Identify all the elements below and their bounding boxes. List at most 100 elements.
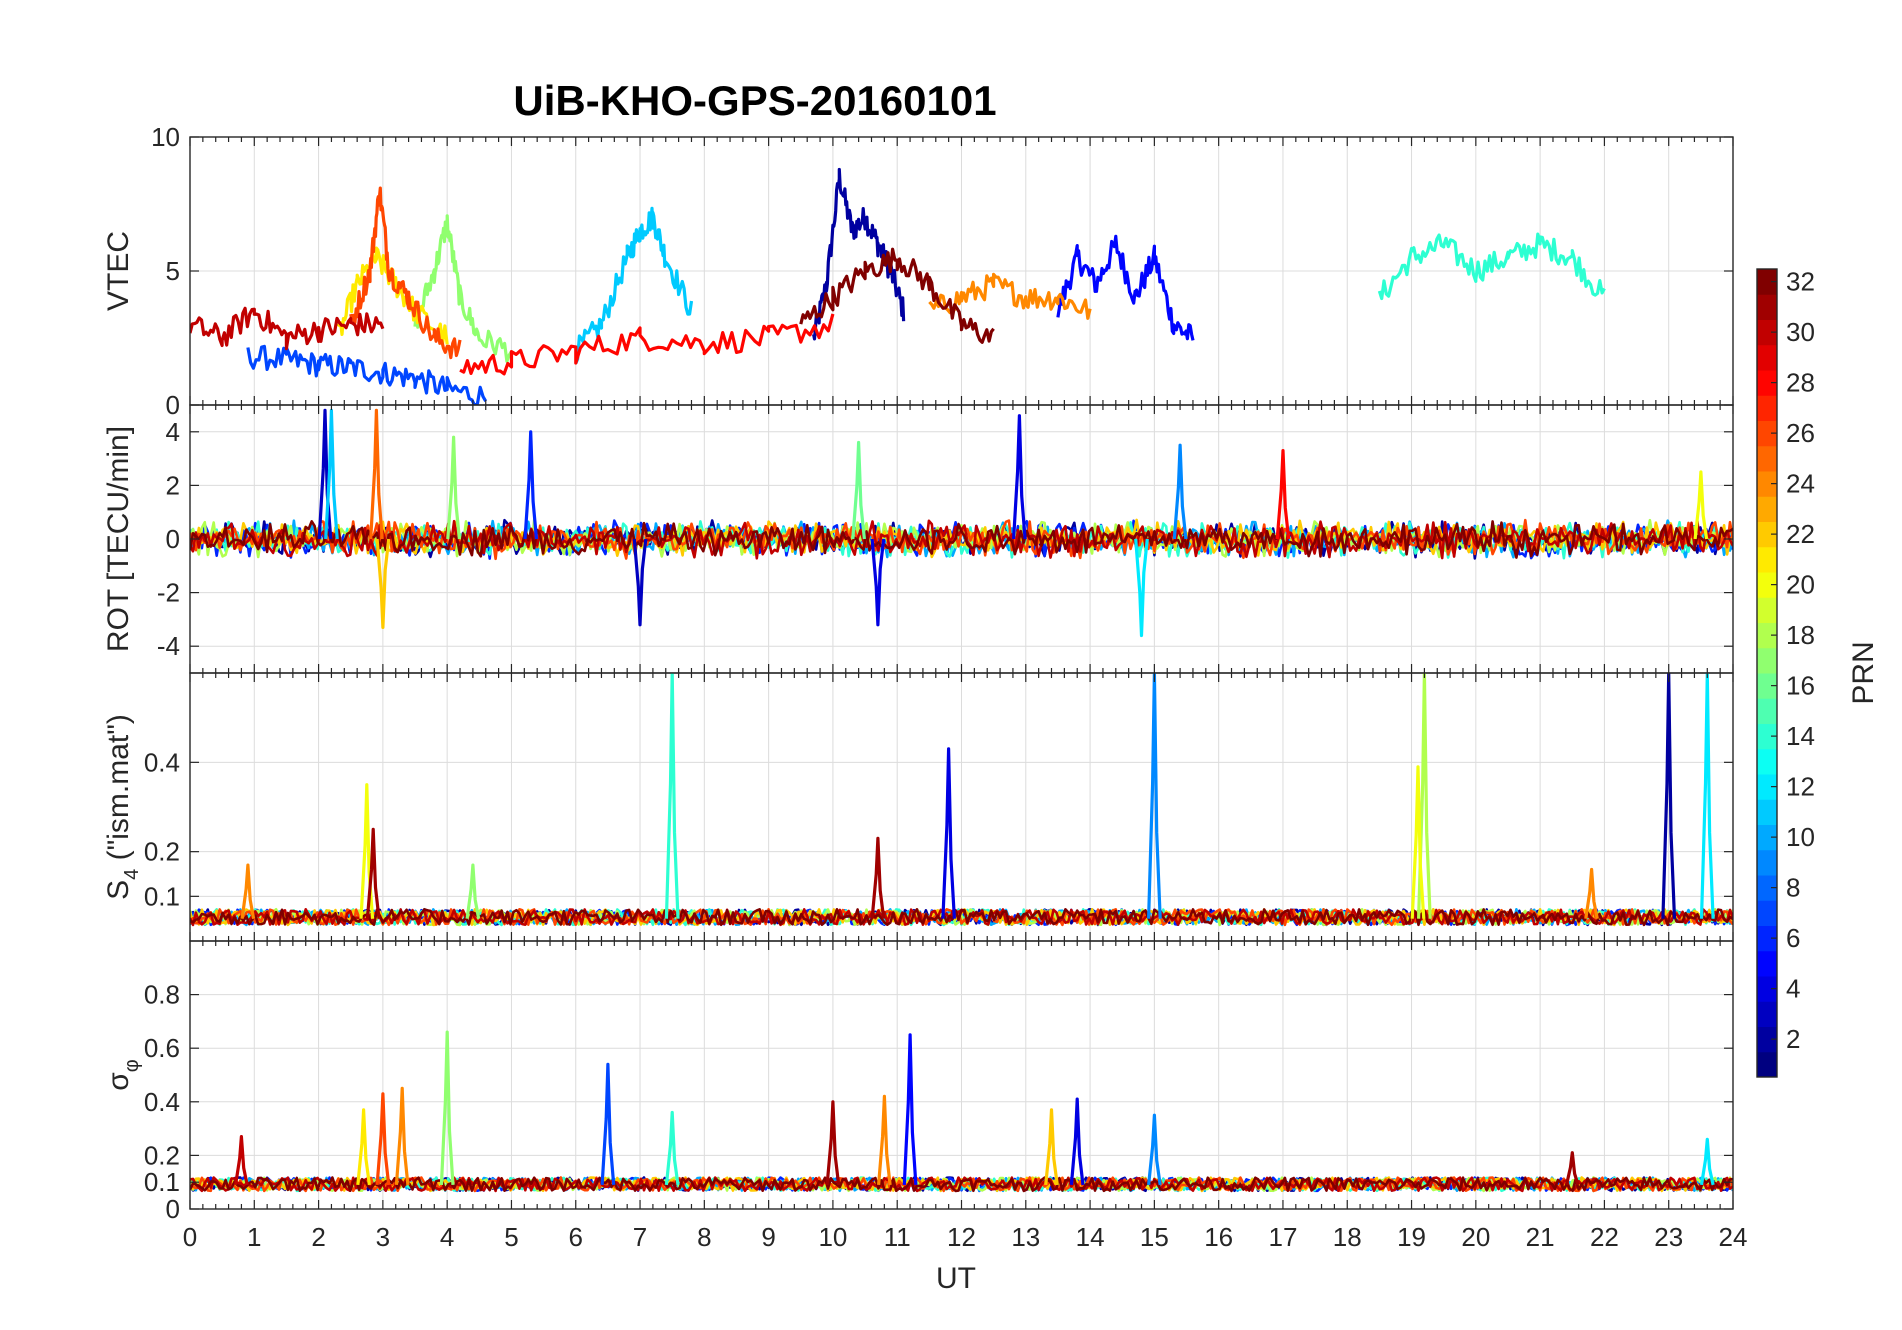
colorbar-swatch-prn-1: [1757, 1051, 1777, 1078]
y-axis-label-sigma_phi: σφ: [102, 1059, 143, 1091]
colorbar-swatch-prn-23: [1757, 496, 1777, 522]
colorbar-swatch-prn-32: [1757, 269, 1777, 295]
x-tick-label: 23: [1654, 1222, 1683, 1252]
colorbar-swatch-prn-14: [1757, 723, 1777, 750]
spike-prn-17: [439, 1030, 455, 1186]
spike-prn-2: [1661, 673, 1677, 919]
x-tick-label: 7: [633, 1222, 647, 1252]
x-tick-label: 18: [1333, 1222, 1362, 1252]
x-tick-label: 3: [376, 1222, 390, 1252]
series-line-prn-26: [349, 186, 462, 360]
spike-prn-21: [356, 1108, 371, 1186]
spike-prn-31: [870, 836, 886, 919]
ticks-s4: 0.1 0.2 0.4: [144, 673, 1734, 941]
x-tick-label: 8: [697, 1222, 711, 1252]
colorbar-tick-label: 4: [1786, 974, 1800, 1004]
x-tick-label: 15: [1140, 1222, 1169, 1252]
colorbar-swatch-prn-18: [1757, 622, 1777, 649]
spike-prn-20: [1693, 470, 1709, 540]
spike-prn-24: [240, 863, 256, 919]
x-tick-label: 2: [311, 1222, 325, 1252]
y-tick-label: -2: [157, 578, 180, 608]
spike-prn-4: [1012, 414, 1027, 540]
x-tick-label: 11: [884, 1222, 911, 1252]
colorbar-swatch-prn-13: [1757, 748, 1777, 775]
spike-prn-26: [375, 1092, 391, 1186]
y-tick-label: 0.4: [144, 1087, 180, 1117]
colorbar-tick-label: 10: [1786, 822, 1815, 852]
colorbar-swatch-prn-7: [1757, 900, 1777, 926]
spike-prn-24: [877, 1094, 892, 1186]
series-line-prn-21: [336, 246, 449, 346]
colorbar-swatch-prn-17: [1757, 647, 1777, 674]
y-tick-label: 5: [166, 256, 180, 286]
series-line-prn-7: [246, 344, 488, 405]
x-tick-label: 12: [947, 1222, 976, 1252]
y-tick-label: 0: [166, 1194, 180, 1224]
x-tick-label: 14: [1076, 1222, 1105, 1252]
x-tick-label: 24: [1719, 1222, 1748, 1252]
colorbar-label: PRN: [1847, 641, 1880, 704]
ticks-vtec: 0 5 10: [151, 122, 1734, 420]
data-vtec: [190, 167, 1606, 405]
spike-prn-28: [1275, 449, 1291, 540]
spike-prn-3: [632, 538, 648, 627]
colorbar-tick-label: 24: [1786, 469, 1815, 499]
noise-line-prn-32: [190, 908, 1733, 927]
colorbar-swatch-prn-3: [1757, 1001, 1777, 1027]
colorbar-swatch-prn-22: [1757, 521, 1777, 548]
colorbar-swatch-prn-12: [1757, 774, 1777, 800]
colorbar-swatch-prn-4: [1757, 976, 1777, 1002]
y-tick-label: 0.1: [144, 881, 180, 911]
spike-prn-25: [369, 408, 384, 540]
colorbar-swatch-prn-30: [1757, 319, 1777, 346]
x-tick-label: 5: [504, 1222, 518, 1252]
ticks-sigma_phi: 00.10.20.40.60.80 1 2 3 4 5 6 7 8 9 10 11 12 13 14 15 16…: [144, 941, 1748, 1252]
y-tick-label: 0.2: [144, 837, 180, 867]
x-tick-label: 4: [440, 1222, 454, 1252]
colorbar-swatch-prn-16: [1757, 673, 1777, 699]
y-tick-label: 0.6: [144, 1033, 180, 1063]
x-tick-label: 9: [761, 1222, 775, 1252]
spike-prn-11: [324, 408, 339, 540]
grid-s4: [189, 673, 1734, 941]
panel-s4: 0.1 0.2 0.4S4 ("ism.mat"): [102, 672, 1734, 942]
colorbar-swatch-prn-9: [1757, 849, 1777, 876]
series-line-prn-28: [459, 313, 835, 376]
colorbar-swatch-prn-2: [1757, 1026, 1777, 1053]
x-tick-label: 6: [569, 1222, 583, 1252]
colorbar-tick-label: 22: [1786, 519, 1815, 549]
colorbar-tick-label: 20: [1786, 570, 1815, 600]
spike-prn-17: [446, 435, 461, 540]
colorbar-swatch-prn-29: [1757, 344, 1777, 371]
spike-prn-22: [1044, 1108, 1059, 1186]
series-line-prn-32: [799, 247, 995, 344]
spike-prn-24: [1584, 867, 1599, 920]
spike-prn-17: [465, 863, 481, 919]
spike-prn-14: [664, 673, 680, 919]
colorbar-swatch-prn-15: [1757, 698, 1777, 724]
colorbar-tick-label: 32: [1786, 267, 1815, 297]
x-tick-label: 0: [183, 1222, 197, 1252]
y-tick-label: 10: [151, 122, 180, 152]
colorbar-swatch-prn-24: [1757, 471, 1777, 497]
spike-prn-7: [600, 1062, 616, 1186]
x-tick-label: 22: [1590, 1222, 1619, 1252]
x-tick-label: 1: [247, 1222, 261, 1252]
colorbar-swatch-prn-19: [1757, 597, 1777, 623]
spike-prn-20: [1410, 765, 1426, 919]
spike-prn-12: [1134, 538, 1149, 638]
colorbar-swatch-prn-27: [1757, 395, 1777, 421]
spike-prn-24: [394, 1086, 410, 1186]
y-tick-label: 0.4: [144, 747, 180, 777]
spike-prn-4: [870, 538, 886, 627]
x-tick-label: 17: [1268, 1222, 1297, 1252]
spike-prn-9: [1147, 673, 1162, 919]
y-tick-label: 0.8: [144, 980, 180, 1010]
colorbar-tick-label: 28: [1786, 368, 1815, 398]
x-tick-label: 16: [1204, 1222, 1233, 1252]
series-line-prn-24: [928, 272, 1092, 320]
colorbar-swatch-prn-25: [1757, 445, 1777, 472]
